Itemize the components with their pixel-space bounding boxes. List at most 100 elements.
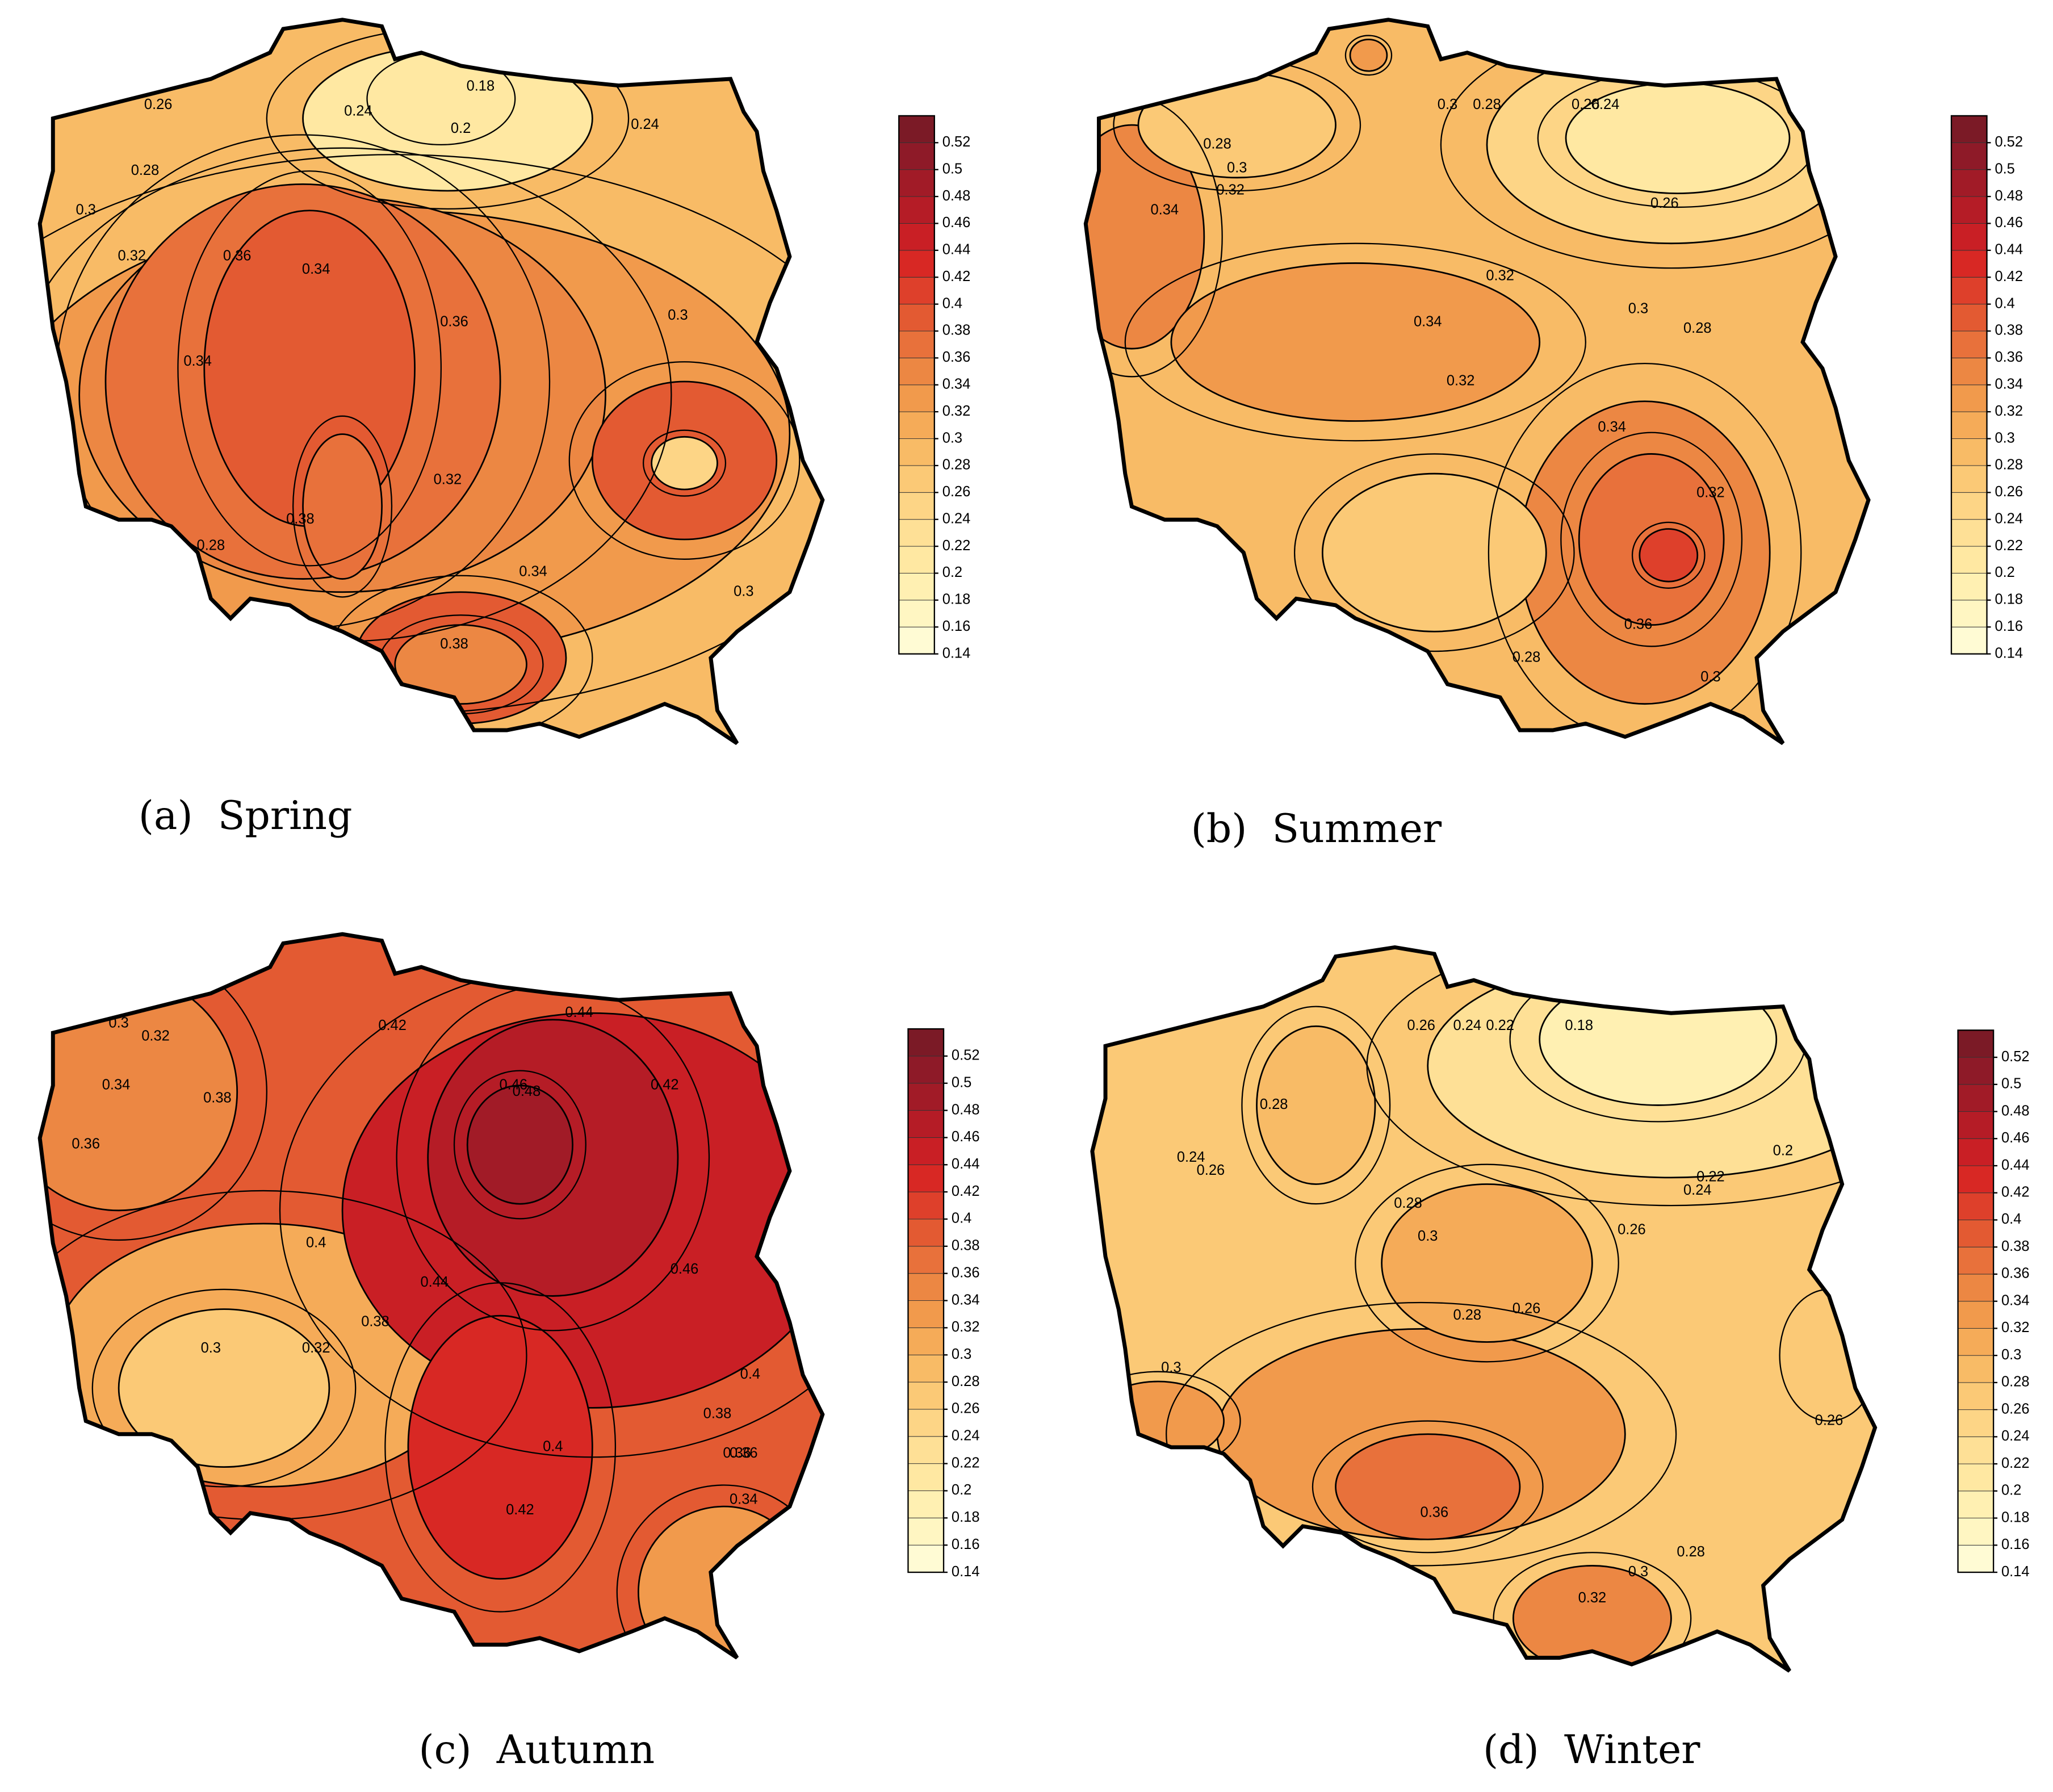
contour-label: 0.44 bbox=[420, 1274, 449, 1290]
contour-label: 0.32 bbox=[1486, 267, 1514, 283]
colorbar-tick-label: 0.3 bbox=[942, 430, 962, 446]
panel-caption: (a) Spring bbox=[139, 793, 353, 839]
contour-label: 0.38 bbox=[440, 636, 468, 652]
contour-line bbox=[616, 1484, 823, 1658]
colorbar-tick-label: 0.4 bbox=[952, 1211, 971, 1226]
country-outline bbox=[37, 932, 825, 1660]
colorbar-tick-label: 0.28 bbox=[942, 457, 971, 473]
colorbar-cell bbox=[898, 492, 935, 520]
colorbar-tick-label: 0.42 bbox=[1995, 269, 2023, 284]
colorbar-cell bbox=[1951, 196, 1988, 224]
country-outline bbox=[1090, 945, 1878, 1673]
contour-label: 0.32 bbox=[1216, 182, 1245, 198]
colorbar-tick-label: 0.36 bbox=[942, 349, 971, 365]
colorbar-tick-label: 0.5 bbox=[942, 161, 962, 177]
colorbar-cell bbox=[907, 1300, 944, 1328]
colorbar-cell bbox=[898, 519, 935, 547]
colorbar-cell bbox=[1951, 169, 1988, 197]
country-outline bbox=[1083, 18, 1871, 746]
contour-label: 0.34 bbox=[1598, 419, 1626, 435]
contour-label: 0.3 bbox=[201, 1340, 221, 1356]
colorbar-tick-label: 0.52 bbox=[952, 1048, 980, 1064]
contour-label: 0.3 bbox=[1628, 1564, 1648, 1580]
field-region bbox=[1639, 528, 1699, 583]
contour-label: 0.32 bbox=[141, 1028, 170, 1044]
contour-label: 0.24 bbox=[1177, 1149, 1205, 1165]
contour-label: 0.34 bbox=[1414, 313, 1442, 329]
colorbar-cell bbox=[907, 1246, 944, 1274]
colorbar-tick-label: 0.16 bbox=[952, 1536, 980, 1552]
field-region bbox=[1349, 39, 1388, 72]
colorbar-tick-label: 0.32 bbox=[1995, 403, 2023, 419]
colorbar-tick-label: 0.34 bbox=[952, 1292, 980, 1308]
colorbar-cell bbox=[1958, 1355, 1994, 1383]
colorbar-cell bbox=[1951, 411, 1988, 439]
colorbar-tick-label: 0.42 bbox=[952, 1183, 980, 1199]
contour-label: 0.34 bbox=[1151, 202, 1179, 217]
contour-line bbox=[568, 361, 801, 560]
colorbar-cell bbox=[907, 1463, 944, 1491]
contour-label: 0.4 bbox=[543, 1439, 563, 1455]
colorbar-cell bbox=[907, 1327, 944, 1355]
field-region bbox=[466, 1085, 573, 1205]
colorbar-cell bbox=[1958, 1192, 1994, 1220]
map-panel bbox=[40, 19, 823, 744]
colorbar-cell bbox=[898, 384, 935, 412]
colorbar-tick-label: 0.22 bbox=[1995, 538, 2023, 554]
contour-label: 0.22 bbox=[1696, 1169, 1725, 1185]
colorbar-tick-label: 0.34 bbox=[1995, 376, 2023, 392]
colorbar-cell bbox=[907, 1028, 944, 1057]
colorbar-cell bbox=[898, 169, 935, 197]
colorbar-tick-label: 0.22 bbox=[952, 1455, 980, 1471]
contour-label: 0.24 bbox=[1591, 97, 1620, 112]
contour-label: 0.3 bbox=[734, 583, 753, 599]
field-region bbox=[651, 436, 718, 491]
colorbar-cell bbox=[1951, 626, 1988, 655]
field-region bbox=[407, 1314, 593, 1580]
colorbar-cell bbox=[907, 1436, 944, 1464]
panel-caption: (c) Autumn bbox=[418, 1727, 655, 1773]
colorbar-tick-label: 0.14 bbox=[942, 645, 971, 661]
contour-label: 0.34 bbox=[183, 353, 212, 369]
colorbar-tick-label: 0.14 bbox=[1995, 645, 2023, 661]
panel-caption: (d) Winter bbox=[1483, 1727, 1700, 1773]
contour-label: 0.24 bbox=[344, 103, 372, 119]
colorbar-tick-label: 0.48 bbox=[952, 1102, 980, 1117]
colorbar-cell bbox=[1951, 250, 1988, 278]
contour-label: 0.34 bbox=[519, 564, 547, 580]
contour-label: 0.26 bbox=[144, 97, 173, 112]
colorbar-cell bbox=[898, 357, 935, 386]
contour-label: 0.26 bbox=[1650, 195, 1679, 211]
country-outline bbox=[37, 18, 825, 746]
contour-label: 0.42 bbox=[378, 1018, 407, 1033]
colorbar-tick-label: 0.16 bbox=[2001, 1536, 2030, 1552]
colorbar-tick-label: 0.46 bbox=[952, 1129, 980, 1145]
colorbar-cell bbox=[898, 250, 935, 278]
colorbar-cell bbox=[907, 1490, 944, 1518]
contour-line bbox=[1560, 432, 1743, 647]
contour-label: 0.32 bbox=[1578, 1590, 1607, 1606]
contour-label: 0.38 bbox=[361, 1314, 389, 1330]
contour-label: 0.28 bbox=[197, 537, 225, 553]
contour-label: 0.46 bbox=[500, 1077, 528, 1092]
contour-label: 0.28 bbox=[1453, 1307, 1481, 1323]
contour-line bbox=[642, 429, 727, 497]
colorbar-cell bbox=[907, 1544, 944, 1573]
contour-label: 0.4 bbox=[740, 1366, 760, 1382]
colorbar-cell bbox=[898, 196, 935, 224]
field-region bbox=[302, 433, 383, 580]
colorbar-cell bbox=[907, 1110, 944, 1138]
contour-label: 0.36 bbox=[440, 313, 468, 329]
field-region bbox=[1539, 973, 1778, 1106]
colorbar-cell bbox=[898, 626, 935, 655]
colorbar-cell bbox=[907, 1191, 944, 1220]
colorbar-tick-label: 0.26 bbox=[2001, 1401, 2030, 1417]
colorbar-tick-label: 0.4 bbox=[942, 295, 962, 311]
colorbar-cell bbox=[1958, 1490, 1994, 1519]
contour-line bbox=[1166, 1301, 1677, 1567]
colorbar-cell bbox=[898, 330, 935, 358]
colorbar-cell bbox=[1951, 277, 1988, 305]
contour-label: 0.34 bbox=[730, 1491, 758, 1507]
contour-line bbox=[1366, 947, 1875, 1207]
contour-label: 0.3 bbox=[1438, 97, 1457, 112]
